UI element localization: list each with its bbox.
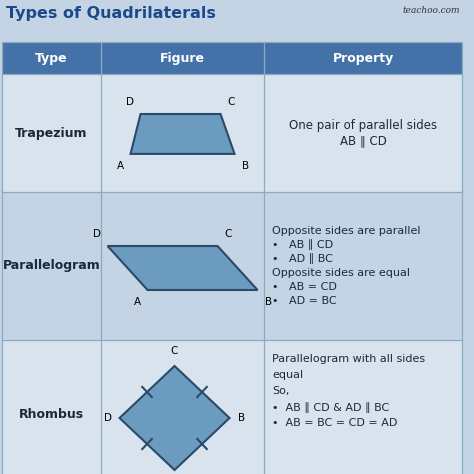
Polygon shape xyxy=(2,42,462,74)
Text: D: D xyxy=(92,229,100,239)
Text: C: C xyxy=(171,346,178,356)
Text: •   AD ∥ BC: • AD ∥ BC xyxy=(272,254,333,264)
Text: teachoo.com: teachoo.com xyxy=(402,6,460,15)
Text: A: A xyxy=(117,161,124,171)
Text: B: B xyxy=(264,297,272,307)
Text: Parallelogram with all sides: Parallelogram with all sides xyxy=(272,354,425,364)
Text: One pair of parallel sides: One pair of parallel sides xyxy=(289,118,437,131)
Polygon shape xyxy=(2,74,462,192)
Text: Property: Property xyxy=(332,52,394,64)
Polygon shape xyxy=(119,366,229,470)
Text: •  AB = BC = CD = AD: • AB = BC = CD = AD xyxy=(272,418,398,428)
Polygon shape xyxy=(130,114,235,154)
Text: D: D xyxy=(126,97,134,107)
Text: equal: equal xyxy=(272,370,303,380)
Text: Type: Type xyxy=(35,52,68,64)
Text: Trapezium: Trapezium xyxy=(15,127,88,139)
Text: Parallelogram: Parallelogram xyxy=(2,259,100,273)
Text: C: C xyxy=(228,97,235,107)
Text: Opposite sides are parallel: Opposite sides are parallel xyxy=(272,226,421,236)
Text: •  AB ∥ CD & AD ∥ BC: • AB ∥ CD & AD ∥ BC xyxy=(272,402,390,413)
Text: Figure: Figure xyxy=(160,52,205,64)
Text: AB ∥ CD: AB ∥ CD xyxy=(340,135,386,147)
Text: D: D xyxy=(103,413,111,423)
Polygon shape xyxy=(2,340,462,474)
Text: C: C xyxy=(225,229,232,239)
Text: •   AB = CD: • AB = CD xyxy=(272,282,337,292)
Text: Opposite sides are equal: Opposite sides are equal xyxy=(272,268,410,278)
Text: Types of Quadrilaterals: Types of Quadrilaterals xyxy=(6,6,216,21)
Polygon shape xyxy=(108,246,257,290)
Text: A: A xyxy=(133,297,141,307)
Text: So,: So, xyxy=(272,386,290,396)
Polygon shape xyxy=(2,192,462,340)
Text: •   AB ∥ CD: • AB ∥ CD xyxy=(272,239,333,250)
Text: B: B xyxy=(237,413,245,423)
Text: •   AD = BC: • AD = BC xyxy=(272,296,337,306)
Text: Rhombus: Rhombus xyxy=(19,408,84,420)
Text: B: B xyxy=(242,161,249,171)
